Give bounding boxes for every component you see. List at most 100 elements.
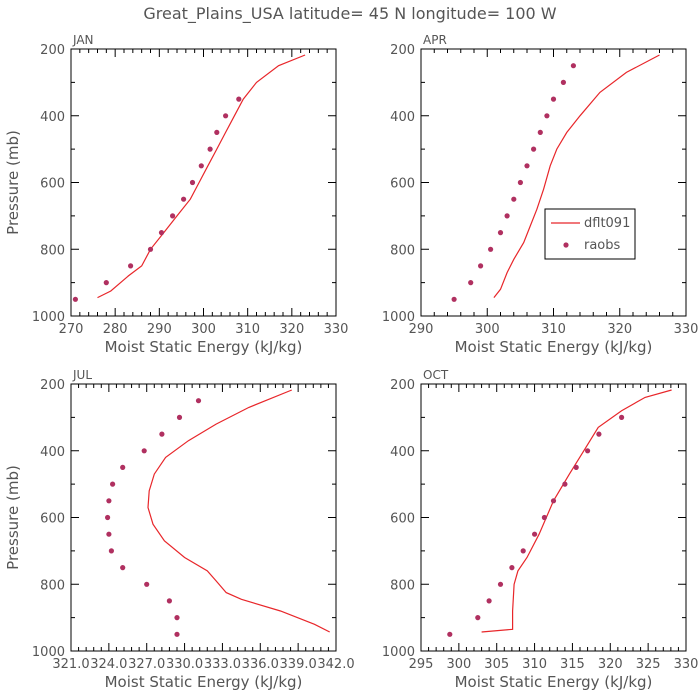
x-tick-label: 342.0 bbox=[317, 657, 354, 672]
x-tick-label: 330 bbox=[674, 322, 699, 337]
data-point-raobs bbox=[451, 296, 457, 302]
data-point-raobs bbox=[447, 631, 453, 637]
x-tick-label: 305 bbox=[484, 657, 509, 672]
series-line-dflt091 bbox=[493, 54, 660, 298]
y-tick-label: 400 bbox=[390, 445, 415, 460]
y-axis-label: Pressure (mb) bbox=[4, 130, 22, 235]
y-tick-label: 400 bbox=[390, 110, 415, 125]
x-axis-label: Moist Static Energy (kJ/kg) bbox=[105, 673, 303, 691]
data-point-raobs bbox=[158, 230, 165, 236]
data-point-raobs bbox=[585, 448, 591, 454]
data-point-raobs bbox=[141, 448, 147, 454]
panel-oct: OCT 295 300 305 310 315 320 325 330 200 400 600 800 1… bbox=[382, 368, 699, 691]
data-point-raobs bbox=[110, 481, 116, 487]
data-point-raobs bbox=[504, 213, 510, 219]
y-tick-label: 1000 bbox=[382, 645, 415, 660]
x-axis-label: Moist Static Energy (kJ/kg) bbox=[455, 673, 653, 691]
data-point-raobs bbox=[195, 398, 202, 404]
x-tick-label: 320 bbox=[279, 322, 304, 337]
data-point-raobs bbox=[105, 514, 111, 521]
data-point-raobs bbox=[550, 498, 557, 504]
x-tick-label: 324.0 bbox=[90, 657, 127, 672]
data-point-raobs bbox=[108, 548, 114, 554]
data-point-raobs bbox=[166, 598, 172, 604]
x-tick-label: 310 bbox=[235, 322, 260, 337]
data-point-raobs bbox=[103, 280, 109, 286]
x-tick-label: 330.0 bbox=[166, 657, 203, 672]
plot-frame bbox=[420, 48, 687, 317]
legend-box bbox=[544, 208, 636, 260]
data-point-raobs bbox=[562, 481, 568, 487]
panel-jul: JUL 321.0 324.0 327.0 330.0 333.0 336.0 339.0 34… bbox=[4, 368, 355, 691]
x-tick-label: 290 bbox=[147, 322, 172, 337]
data-point-raobs bbox=[475, 615, 481, 621]
y-tick-label: 200 bbox=[390, 378, 415, 393]
x-tick-label: 325 bbox=[636, 657, 661, 672]
panel-apr: APR 290 300 310 320 330 200 400 600 800 1000 Moist … bbox=[382, 33, 699, 356]
legend-entry-obs: raobs bbox=[584, 238, 621, 253]
data-point-raobs bbox=[497, 230, 504, 236]
x-tick-label: 310 bbox=[522, 657, 547, 672]
data-point-raobs bbox=[181, 196, 187, 202]
data-point-raobs bbox=[531, 146, 537, 152]
plot-frame bbox=[70, 383, 337, 652]
data-point-raobs bbox=[128, 263, 134, 269]
data-point-raobs bbox=[497, 581, 504, 587]
legend-entry-model: dflt091 bbox=[584, 216, 630, 231]
data-point-raobs bbox=[524, 163, 530, 169]
data-point-raobs bbox=[174, 631, 180, 637]
data-point-raobs bbox=[550, 96, 557, 102]
x-tick-label: 300 bbox=[475, 322, 500, 337]
data-point-raobs bbox=[207, 146, 213, 152]
data-point-raobs bbox=[468, 280, 474, 286]
x-axis-label: Moist Static Energy (kJ/kg) bbox=[105, 338, 303, 356]
data-point-raobs bbox=[214, 129, 220, 135]
x-tick-label: 333.0 bbox=[204, 657, 241, 672]
x-tick-label: 280 bbox=[103, 322, 128, 337]
y-tick-label: 1000 bbox=[382, 310, 415, 325]
data-point-raobs bbox=[486, 598, 492, 604]
y-tick-label: 400 bbox=[40, 110, 65, 125]
data-point-raobs bbox=[159, 431, 165, 437]
x-tick-label: 300 bbox=[191, 322, 216, 337]
x-tick-label: 320 bbox=[598, 657, 623, 672]
data-point-raobs bbox=[72, 296, 78, 302]
series-line-dflt091 bbox=[481, 389, 672, 633]
x-tick-label: 330 bbox=[674, 657, 699, 672]
data-point-raobs bbox=[176, 414, 183, 420]
data-point-raobs bbox=[596, 431, 602, 437]
data-point-raobs bbox=[520, 548, 526, 554]
y-tick-label: 600 bbox=[390, 512, 415, 527]
plot-frame bbox=[70, 48, 337, 317]
x-tick-label: 330 bbox=[324, 322, 349, 337]
data-point-raobs bbox=[544, 113, 550, 119]
data-point-raobs bbox=[174, 615, 180, 621]
panel-jan: JAN 270 280 290 300 310 320 330 200 400 600 800 1000… bbox=[4, 33, 348, 356]
y-tick-label: 800 bbox=[390, 243, 415, 258]
legend: dflt091 raobs bbox=[544, 208, 636, 260]
y-tick-label: 600 bbox=[40, 177, 65, 192]
x-tick-label: 321.0 bbox=[52, 657, 89, 672]
chart-title: Great_Plains_USA latitude= 45 N longitud… bbox=[143, 4, 556, 24]
data-point-raobs bbox=[619, 414, 625, 420]
y-tick-label: 200 bbox=[40, 378, 65, 393]
data-point-raobs bbox=[106, 498, 112, 504]
data-point-raobs bbox=[120, 565, 126, 571]
data-point-raobs bbox=[144, 581, 150, 587]
y-tick-label: 600 bbox=[40, 512, 65, 527]
panel-label: OCT bbox=[423, 368, 449, 382]
panel-label: JUL bbox=[72, 368, 92, 382]
x-tick-label: 315 bbox=[560, 657, 585, 672]
x-tick-label: 327.0 bbox=[128, 657, 165, 672]
panel-label: APR bbox=[423, 33, 447, 47]
legend-point-swatch bbox=[563, 242, 569, 248]
x-tick-label: 295 bbox=[409, 657, 434, 672]
data-point-raobs bbox=[537, 129, 543, 135]
panel-label: JAN bbox=[72, 33, 94, 47]
y-axis-label: Pressure (mb) bbox=[4, 465, 22, 570]
data-point-raobs bbox=[170, 213, 176, 219]
x-tick-label: 270 bbox=[59, 322, 84, 337]
x-tick-label: 339.0 bbox=[280, 657, 317, 672]
data-point-raobs bbox=[120, 464, 126, 470]
